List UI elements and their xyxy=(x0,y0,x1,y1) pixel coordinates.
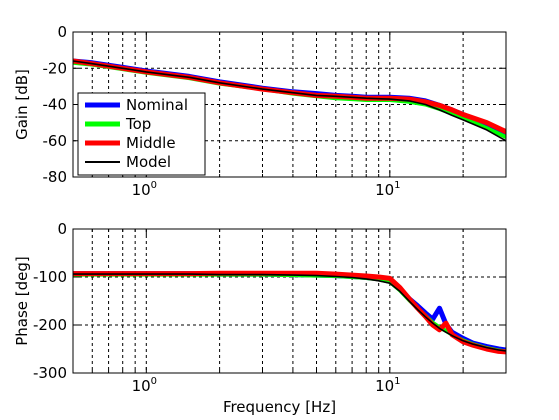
axes-frame xyxy=(72,228,507,374)
x-tick-label: 100 xyxy=(132,376,157,395)
y-tick-label: -60 xyxy=(43,132,68,150)
y-axis-label: Gain [dB] xyxy=(13,69,31,140)
x-tick-label: 100 xyxy=(132,180,157,199)
y-tick-label: 0 xyxy=(57,23,67,41)
y-tick-label: -20 xyxy=(43,59,68,77)
plot-area xyxy=(73,229,506,373)
y-tick-label: 0 xyxy=(57,220,67,238)
axes-frame xyxy=(72,31,507,178)
y-axis-label: Phase [deg] xyxy=(13,256,31,346)
series-group xyxy=(73,270,506,355)
legend-label-top: Top xyxy=(125,115,151,133)
y-tick-label: -40 xyxy=(43,96,68,114)
x-axis-label: Frequency [Hz] xyxy=(223,398,336,416)
series-line-model xyxy=(73,60,506,142)
x-tick-label: 101 xyxy=(375,180,400,199)
legend-label-middle: Middle xyxy=(126,134,176,152)
gain-panel: 0 -20 -40 -60 -80 100 101 Gain [dB] NominalTopMi… xyxy=(13,23,507,199)
y-tick-label: -300 xyxy=(33,364,67,382)
legend-label-nominal: Nominal xyxy=(126,96,188,114)
y-tick-label: -80 xyxy=(43,168,68,186)
phase-panel: 0 -100 -200 -300 100 101 Phase [deg] Frequency … xyxy=(13,220,507,416)
y-tick-label: -100 xyxy=(33,268,67,286)
series-group xyxy=(73,58,506,142)
x-tick-label: 101 xyxy=(375,376,400,395)
y-tick-label: -200 xyxy=(33,316,67,334)
series-line-model xyxy=(73,273,506,352)
legend-label-model: Model xyxy=(126,153,171,171)
